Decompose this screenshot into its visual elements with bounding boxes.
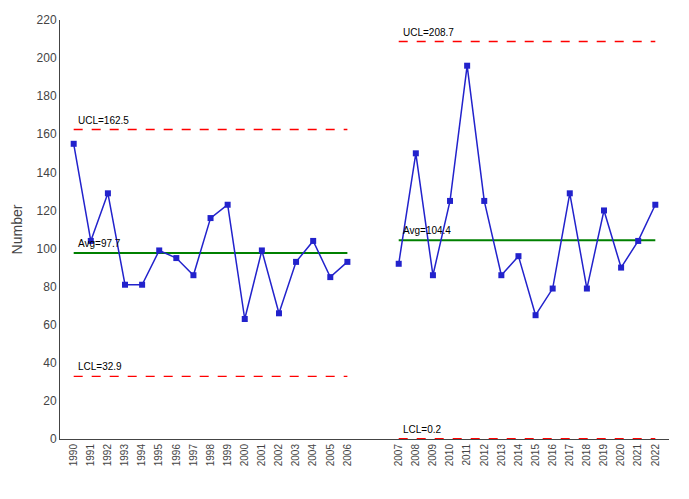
svg-text:1997: 1997 bbox=[188, 444, 199, 467]
svg-text:1996: 1996 bbox=[171, 444, 182, 467]
svg-text:2006: 2006 bbox=[342, 444, 353, 467]
svg-text:40: 40 bbox=[43, 356, 57, 370]
svg-text:2007: 2007 bbox=[393, 444, 404, 467]
svg-text:80: 80 bbox=[43, 280, 57, 294]
svg-text:LCL=32.9: LCL=32.9 bbox=[78, 361, 122, 372]
svg-text:2012: 2012 bbox=[479, 444, 490, 467]
svg-text:2003: 2003 bbox=[290, 444, 301, 467]
svg-text:2005: 2005 bbox=[325, 444, 336, 467]
svg-text:LCL=0.2: LCL=0.2 bbox=[403, 424, 442, 435]
svg-text:UCL=162.5: UCL=162.5 bbox=[78, 115, 129, 126]
svg-text:1993: 1993 bbox=[119, 444, 130, 467]
svg-text:2018: 2018 bbox=[581, 444, 592, 467]
svg-text:2022: 2022 bbox=[650, 444, 661, 467]
svg-text:Avg=104.4: Avg=104.4 bbox=[403, 225, 451, 236]
svg-text:2019: 2019 bbox=[598, 444, 609, 467]
svg-text:120: 120 bbox=[37, 204, 57, 218]
svg-text:1991: 1991 bbox=[85, 444, 96, 467]
svg-text:2011: 2011 bbox=[461, 444, 472, 466]
svg-text:0: 0 bbox=[50, 432, 57, 446]
svg-text:2008: 2008 bbox=[410, 444, 421, 467]
svg-text:2014: 2014 bbox=[513, 444, 524, 467]
svg-text:220: 220 bbox=[37, 13, 57, 27]
svg-text:Avg=97.7: Avg=97.7 bbox=[78, 238, 121, 249]
svg-text:2016: 2016 bbox=[547, 444, 558, 467]
svg-text:20: 20 bbox=[43, 394, 57, 408]
svg-text:1995: 1995 bbox=[153, 444, 164, 467]
svg-text:200: 200 bbox=[37, 51, 57, 65]
svg-text:2004: 2004 bbox=[307, 444, 318, 467]
svg-text:2017: 2017 bbox=[564, 444, 575, 467]
svg-text:2000: 2000 bbox=[239, 444, 250, 467]
svg-text:140: 140 bbox=[37, 166, 57, 180]
svg-text:2009: 2009 bbox=[427, 444, 438, 467]
svg-text:160: 160 bbox=[37, 127, 57, 141]
svg-text:180: 180 bbox=[37, 89, 57, 103]
svg-text:2013: 2013 bbox=[496, 444, 507, 467]
svg-text:2015: 2015 bbox=[530, 444, 541, 467]
svg-text:1992: 1992 bbox=[102, 444, 113, 467]
svg-text:2002: 2002 bbox=[273, 444, 284, 467]
svg-text:60: 60 bbox=[43, 318, 57, 332]
svg-text:Number: Number bbox=[9, 204, 25, 254]
svg-text:2010: 2010 bbox=[444, 444, 455, 467]
svg-text:1999: 1999 bbox=[222, 444, 233, 467]
svg-text:2020: 2020 bbox=[615, 444, 626, 467]
svg-text:1990: 1990 bbox=[68, 444, 79, 467]
svg-text:1994: 1994 bbox=[136, 444, 147, 467]
svg-text:100: 100 bbox=[37, 242, 57, 256]
svg-text:UCL=208.7: UCL=208.7 bbox=[403, 27, 454, 38]
svg-text:2021: 2021 bbox=[632, 444, 643, 467]
svg-text:2001: 2001 bbox=[256, 444, 267, 467]
svg-text:1998: 1998 bbox=[205, 444, 216, 467]
